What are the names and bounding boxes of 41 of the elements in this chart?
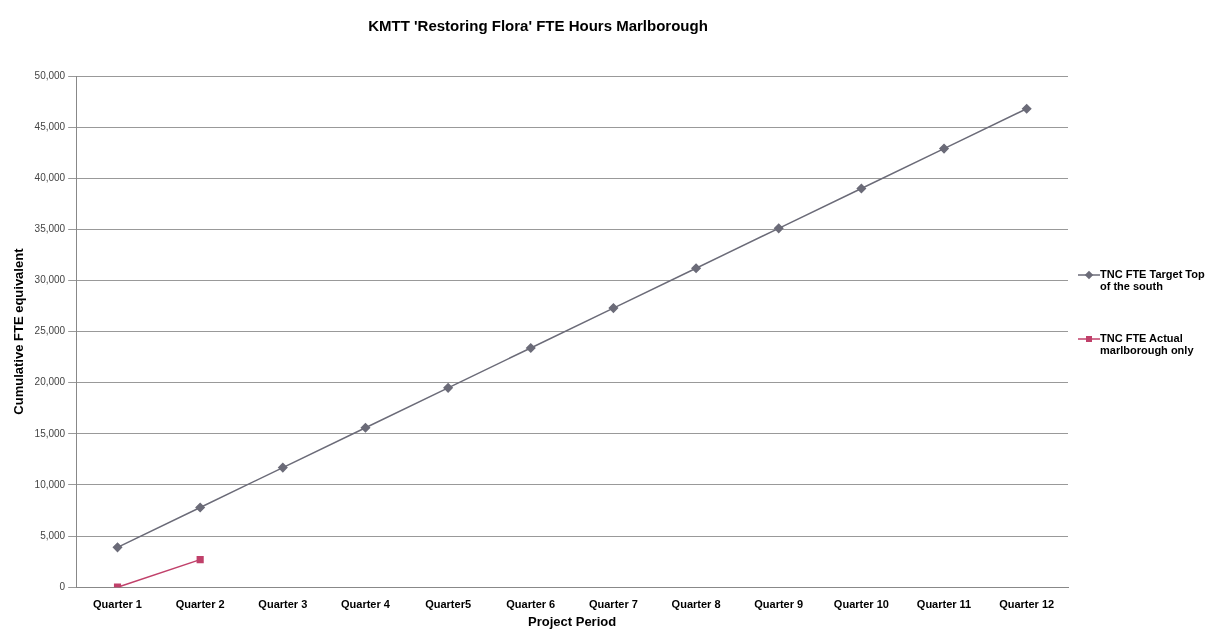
y-tick-label: 20,000 — [34, 376, 66, 388]
x-tick-label: Quarter 9 — [754, 597, 804, 610]
x-tick-label: Quarter 7 — [588, 597, 638, 610]
legend-label: TNC FTE Actual marlborough only — [1100, 332, 1195, 356]
y-tick-label: 30,000 — [34, 274, 66, 286]
point — [526, 343, 536, 353]
point — [196, 556, 204, 564]
point — [691, 263, 701, 273]
x-tick-label: Quarter 3 — [258, 597, 308, 610]
y-tick-label: 15,000 — [34, 427, 66, 439]
point — [1021, 103, 1032, 114]
y-tick-label: 10,000 — [34, 478, 66, 490]
point — [112, 542, 123, 553]
y-tick-label: 50,000 — [34, 69, 66, 81]
x-tick-label: Quarter 2 — [175, 597, 225, 610]
point — [443, 383, 453, 393]
x-tick-label: Quarter5 — [425, 597, 472, 610]
y-tick-label: 40,000 — [34, 171, 66, 183]
point — [939, 143, 949, 154]
y-tick-label: 45,000 — [34, 120, 66, 132]
x-tick-label: Quarter 6 — [506, 597, 556, 610]
x-tick-label: Quarter 1 — [93, 597, 142, 610]
y-tick-label: 35,000 — [34, 223, 66, 235]
chart-title: KMTT 'Restoring Flora' FTE Hours Marlborough — [368, 17, 708, 35]
x-tick-label: Quarter 8 — [671, 597, 721, 610]
x-axis-title: Project Period — [528, 613, 617, 629]
point — [360, 422, 371, 433]
legend-label: TNC FTE Target Top of the south — [1100, 268, 1206, 292]
point — [195, 502, 205, 513]
y-tick-label: 0 — [59, 580, 66, 592]
y-tick-label: 5,000 — [40, 529, 66, 541]
point — [608, 303, 619, 313]
y-tick-label: 25,000 — [34, 325, 66, 337]
point — [856, 183, 867, 194]
y-axis-title: Cumulative FTE equivalent — [11, 247, 27, 415]
x-tick-label: Quarter 12 — [999, 597, 1055, 610]
x-tick-label: Quarter 4 — [341, 597, 391, 610]
point — [278, 462, 288, 473]
x-tick-label: Quarter 11 — [916, 597, 972, 610]
point — [773, 223, 784, 234]
x-tick-label: Quarter 10 — [833, 597, 889, 610]
